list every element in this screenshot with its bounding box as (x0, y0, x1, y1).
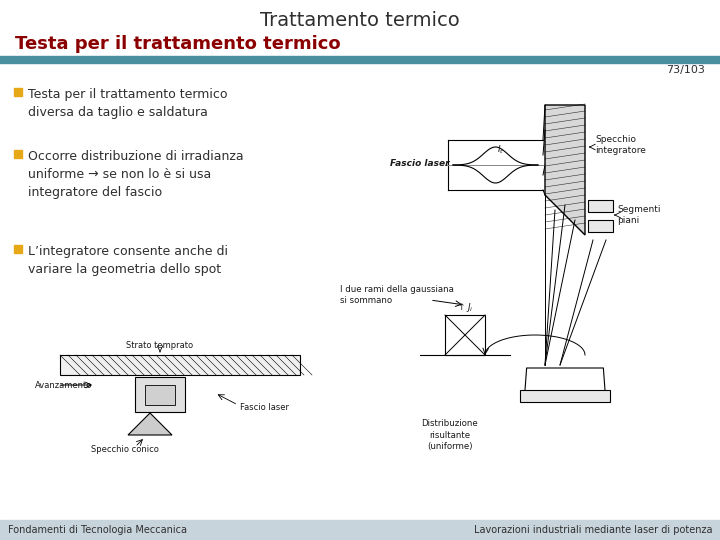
Bar (14, 88, 22, 96)
Bar (588, 220, 613, 232)
Text: Distribuzione
risultante
(uniforme): Distribuzione risultante (uniforme) (422, 418, 478, 451)
Bar (0, 56, 720, 63)
Text: Lavorazioni industriali mediante laser di potenza: Lavorazioni industriali mediante laser d… (474, 525, 712, 535)
Text: Occorre distribuzione di irradianza
uniforme → se non lo è si usa
integratore de: Occorre distribuzione di irradianza unif… (28, 150, 243, 199)
Text: I due rami della gaussiana
si sommano: I due rami della gaussiana si sommano (340, 285, 454, 306)
Text: Strato temprato: Strato temprato (127, 341, 194, 349)
Bar (135, 377, 185, 412)
Text: Specchio conico: Specchio conico (91, 446, 159, 455)
Text: Trattamento termico: Trattamento termico (260, 10, 460, 30)
Text: Avanzamento: Avanzamento (35, 381, 92, 389)
Bar (145, 385, 175, 405)
Text: $\uparrow J_i$: $\uparrow J_i$ (456, 300, 474, 314)
Polygon shape (128, 413, 172, 435)
Text: L’integratore consente anche di
variare la geometria dello spot: L’integratore consente anche di variare … (28, 245, 228, 276)
Bar (445, 315, 485, 355)
Text: Specchio
integratore: Specchio integratore (595, 134, 646, 156)
Text: Testa per il trattamento termico: Testa per il trattamento termico (15, 35, 341, 53)
Text: Segmenti
piani: Segmenti piani (617, 205, 660, 225)
Text: Fondamenti di Tecnologia Meccanica: Fondamenti di Tecnologia Meccanica (8, 525, 187, 535)
Text: 73/103: 73/103 (666, 65, 705, 75)
Polygon shape (545, 105, 585, 235)
Bar (14, 245, 22, 253)
Bar (520, 390, 610, 402)
Bar (0, 520, 720, 540)
Text: Fascio laser: Fascio laser (390, 159, 449, 167)
Text: Testa per il trattamento termico
diversa da taglio e saldatura: Testa per il trattamento termico diversa… (28, 88, 228, 119)
Text: $I_t$: $I_t$ (497, 144, 504, 156)
Text: Fascio laser: Fascio laser (240, 402, 289, 411)
Bar (588, 200, 613, 212)
Bar (14, 150, 22, 158)
Bar (60, 355, 300, 375)
